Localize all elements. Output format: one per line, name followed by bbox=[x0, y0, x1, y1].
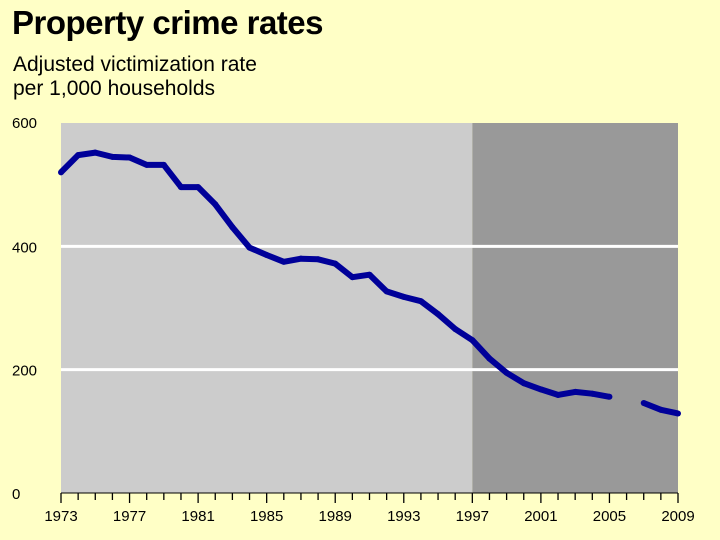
data-point bbox=[109, 153, 116, 160]
data-point bbox=[75, 152, 82, 159]
data-point bbox=[246, 244, 253, 251]
data-point bbox=[297, 255, 304, 262]
data-point bbox=[589, 390, 596, 397]
y-tick-label: 600 bbox=[12, 115, 37, 132]
data-point bbox=[657, 406, 664, 413]
data-point bbox=[520, 380, 527, 387]
data-point bbox=[640, 399, 647, 406]
data-point bbox=[263, 251, 270, 258]
data-point bbox=[160, 161, 167, 168]
data-point bbox=[349, 274, 356, 281]
data-point bbox=[503, 369, 510, 376]
data-point bbox=[469, 337, 476, 344]
data-point bbox=[486, 355, 493, 362]
data-point bbox=[606, 393, 613, 400]
data-point bbox=[572, 388, 579, 395]
data-point bbox=[366, 271, 373, 278]
chart-title: Property crime rates bbox=[12, 4, 324, 41]
data-point bbox=[280, 258, 287, 265]
data-point bbox=[332, 260, 339, 267]
x-tick-label: 1993 bbox=[387, 508, 420, 525]
y-tick-label: 0 bbox=[12, 486, 20, 503]
x-tick-label: 2001 bbox=[524, 508, 557, 525]
shaded-region bbox=[472, 123, 678, 493]
data-point bbox=[229, 224, 236, 231]
data-point bbox=[212, 201, 219, 208]
data-point bbox=[315, 256, 322, 263]
data-point bbox=[92, 149, 99, 156]
data-point bbox=[177, 184, 184, 191]
data-point bbox=[383, 288, 390, 295]
x-tick-label: 2005 bbox=[593, 508, 626, 525]
data-point bbox=[58, 169, 64, 176]
data-point bbox=[143, 161, 150, 168]
x-tick-label: 1973 bbox=[44, 508, 77, 525]
chart-subtitle: Adjusted victimization rate per 1,000 ho… bbox=[13, 53, 257, 101]
x-tick-label: 1985 bbox=[250, 508, 283, 525]
x-tick-label: 1989 bbox=[319, 508, 352, 525]
data-point bbox=[417, 298, 424, 305]
x-tick-label: 1977 bbox=[113, 508, 146, 525]
x-tick-label: 2009 bbox=[661, 508, 694, 525]
x-tick-label: 1997 bbox=[456, 508, 489, 525]
data-point bbox=[435, 311, 442, 318]
data-point bbox=[675, 410, 681, 417]
data-point bbox=[452, 325, 459, 332]
data-point bbox=[126, 154, 133, 161]
data-point bbox=[555, 391, 562, 398]
y-tick-label: 400 bbox=[12, 239, 37, 256]
data-point bbox=[537, 386, 544, 393]
subtitle-line-1: Adjusted victimization rate bbox=[13, 53, 257, 76]
data-point bbox=[195, 184, 202, 191]
plot-area-background bbox=[61, 123, 473, 493]
data-point bbox=[400, 293, 407, 300]
subtitle-line-2: per 1,000 households bbox=[13, 77, 215, 100]
y-tick-label: 200 bbox=[12, 363, 37, 380]
x-tick-label: 1981 bbox=[181, 508, 214, 525]
